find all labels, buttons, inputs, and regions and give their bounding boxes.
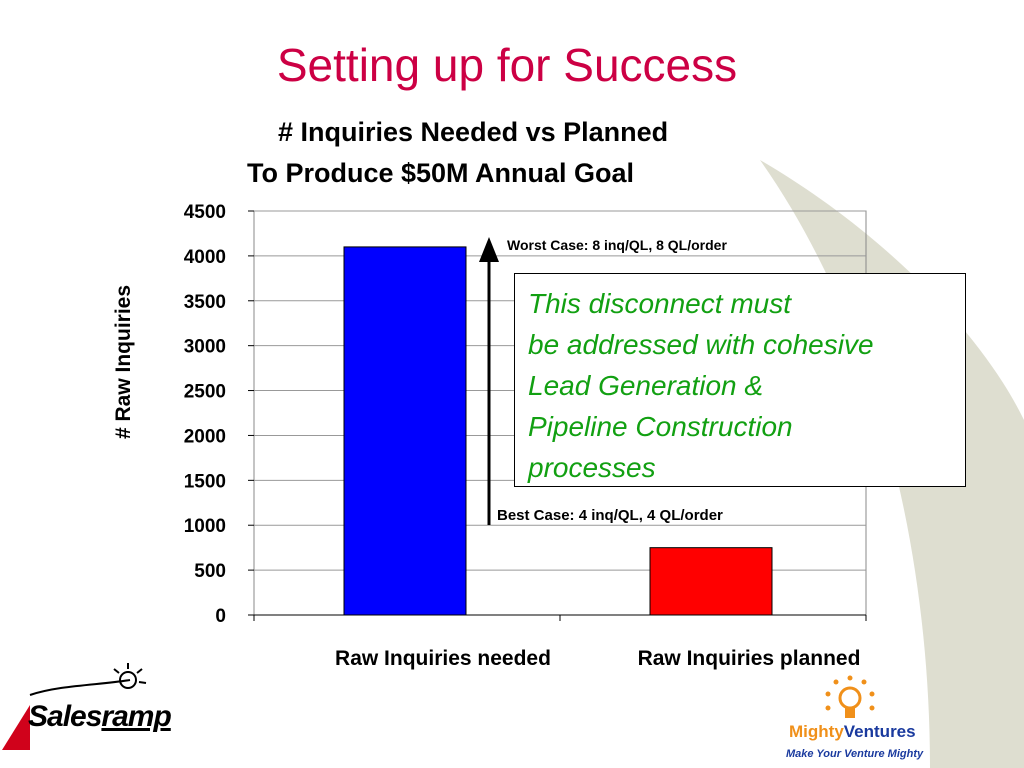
x-category-label: Raw Inquiries needed	[335, 647, 551, 670]
mighty-ventures-tagline: Make Your Venture Mighty	[786, 748, 924, 760]
bar-needed	[343, 246, 467, 616]
worst-case-label: Worst Case: 8 inq/QL, 8 QL/order	[507, 237, 727, 253]
callout-line-4: Pipeline Construction	[528, 411, 793, 442]
y-tick-label: 4000	[184, 247, 226, 268]
chart-title-line1: # Inquiries Needed vs Planned	[278, 117, 669, 147]
callout-line-5: processes	[528, 452, 656, 483]
x-category-label: Raw Inquiries planned	[638, 647, 861, 670]
disconnect-callout: This disconnect must be addressed with c…	[514, 273, 966, 487]
salesramp-logo-text: Salesramp	[28, 700, 172, 733]
y-tick-label: 3500	[184, 292, 226, 313]
y-tick-label: 0	[215, 606, 226, 627]
mighty-ventures-logo-text: MightyVentures	[789, 722, 916, 741]
y-tick-label: 4500	[184, 202, 226, 223]
y-axis-label: # Raw Inquiries	[112, 285, 135, 439]
y-tick-label: 3000	[184, 337, 226, 358]
mighty-ventures-bulb-icon	[825, 675, 875, 718]
slide-title: Setting up for Success	[276, 39, 738, 91]
y-tick-label: 2000	[184, 426, 226, 447]
y-tick-label: 2500	[184, 382, 226, 403]
gap-arrow-head	[479, 237, 499, 262]
chart-title-line2: To Produce $50M Annual Goal	[247, 158, 635, 188]
callout-line-2: be addressed with cohesive	[528, 329, 874, 360]
callout-line-3: Lead Generation &	[528, 370, 764, 401]
bar-planned	[649, 547, 773, 616]
callout-line-1: This disconnect must	[528, 288, 791, 319]
y-tick-label: 1500	[184, 471, 226, 492]
y-tick-label: 500	[194, 561, 226, 582]
y-tick-label: 1000	[184, 516, 226, 537]
salesramp-logo-icon	[2, 663, 147, 750]
best-case-label: Best Case: 4 inq/QL, 4 QL/order	[497, 507, 723, 524]
